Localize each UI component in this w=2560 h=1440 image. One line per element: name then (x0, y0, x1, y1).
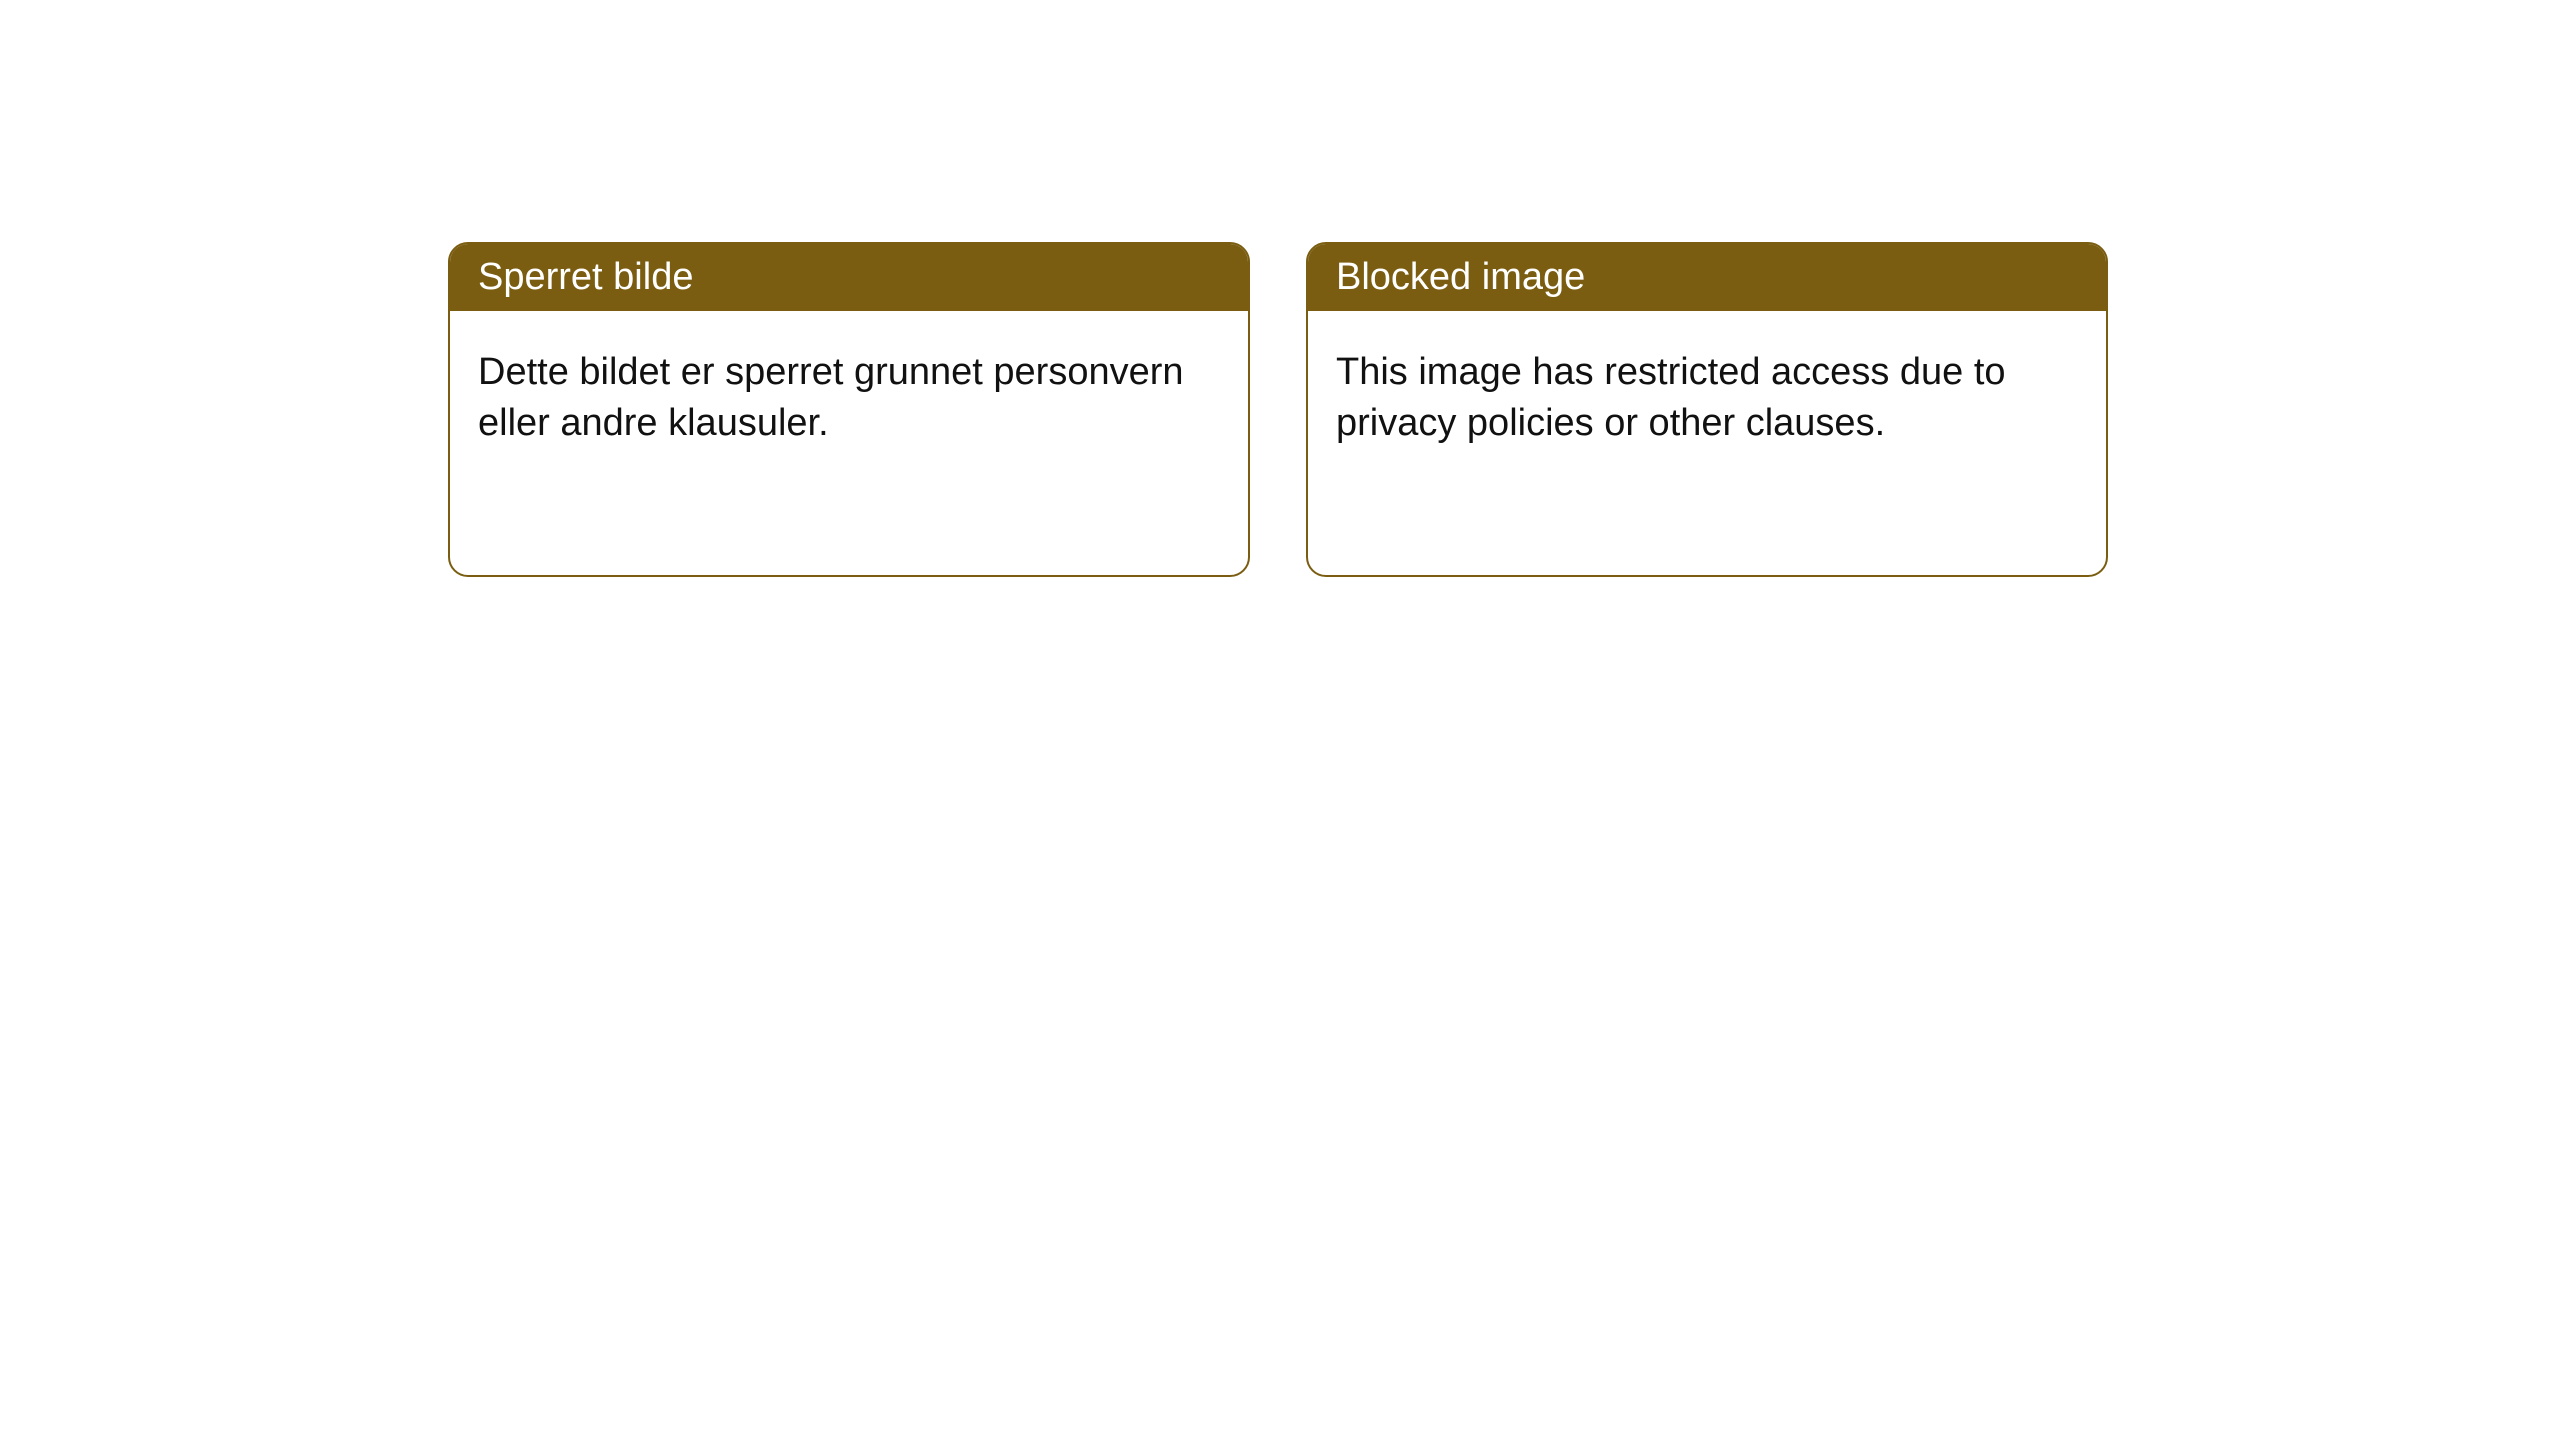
notice-header: Blocked image (1308, 244, 2106, 311)
notice-body: This image has restricted access due to … (1308, 311, 2106, 486)
notice-title: Sperret bilde (478, 256, 693, 298)
notice-container: Sperret bilde Dette bildet er sperret gr… (0, 0, 2560, 577)
notice-message: Dette bildet er sperret grunnet personve… (478, 351, 1184, 444)
notice-header: Sperret bilde (450, 244, 1248, 311)
notice-card-english: Blocked image This image has restricted … (1306, 242, 2108, 577)
notice-message: This image has restricted access due to … (1336, 351, 2006, 444)
notice-title: Blocked image (1336, 256, 1585, 298)
notice-card-norwegian: Sperret bilde Dette bildet er sperret gr… (448, 242, 1250, 577)
notice-body: Dette bildet er sperret grunnet personve… (450, 311, 1248, 486)
